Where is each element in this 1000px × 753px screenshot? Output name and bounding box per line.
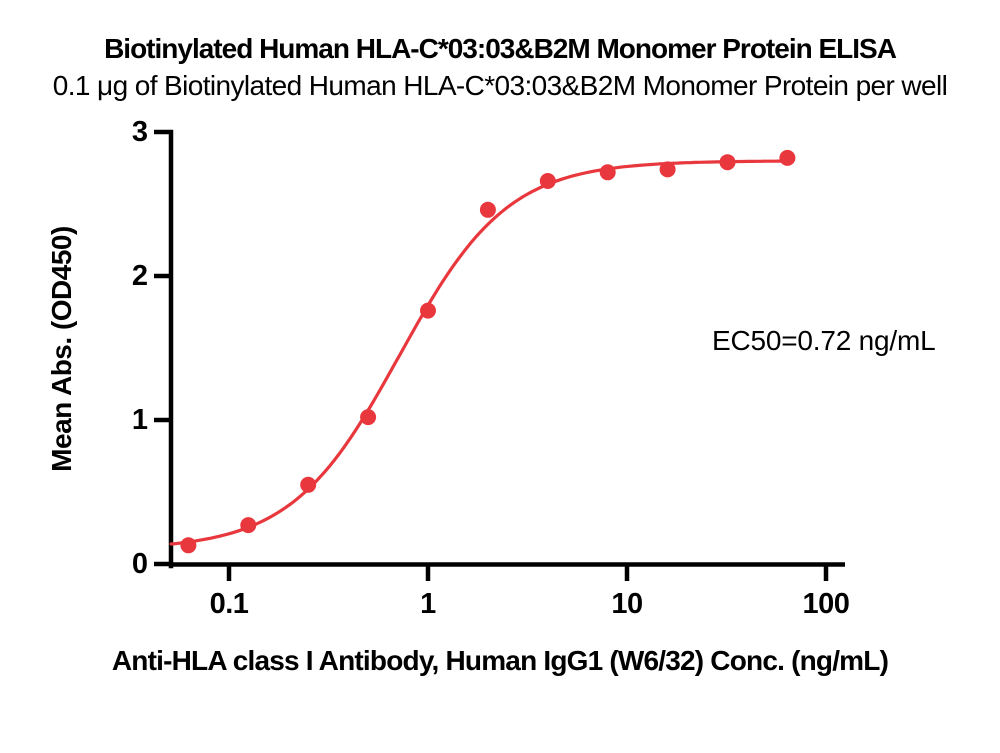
- data-point: [779, 149, 796, 166]
- x-tick-label: 10: [611, 588, 643, 620]
- data-point: [240, 517, 257, 534]
- data-point: [180, 537, 197, 554]
- x-tick-label: 1: [420, 588, 436, 620]
- chart-subtitle: 0.1 μg of Biotinylated Human HLA-C*03:03…: [52, 70, 948, 101]
- x-tick-label: 0.1: [209, 588, 249, 620]
- data-point: [659, 161, 676, 178]
- fit-curve: [169, 159, 789, 546]
- y-tick-label: 1: [131, 404, 148, 436]
- y-tick-label: 0: [131, 548, 148, 580]
- y-axis-title: Mean Abs. (OD450): [46, 226, 77, 472]
- data-point: [420, 302, 436, 319]
- data-point: [300, 476, 317, 493]
- chart-title: Biotinylated Human HLA-C*03:03&B2M Monom…: [104, 33, 897, 64]
- ec50-annotation: EC50=0.72 ng/mL: [712, 325, 936, 356]
- data-point: [719, 154, 736, 171]
- data-point: [479, 201, 496, 218]
- x-tick-label: 100: [802, 588, 850, 620]
- x-axis-title: Anti-HLA class I Antibody, Human IgG1 (W…: [111, 645, 889, 676]
- data-point: [539, 173, 556, 189]
- y-tick-label: 2: [131, 260, 148, 292]
- data-point: [360, 409, 377, 426]
- y-tick-label: 3: [131, 116, 148, 148]
- data-point: [599, 164, 616, 181]
